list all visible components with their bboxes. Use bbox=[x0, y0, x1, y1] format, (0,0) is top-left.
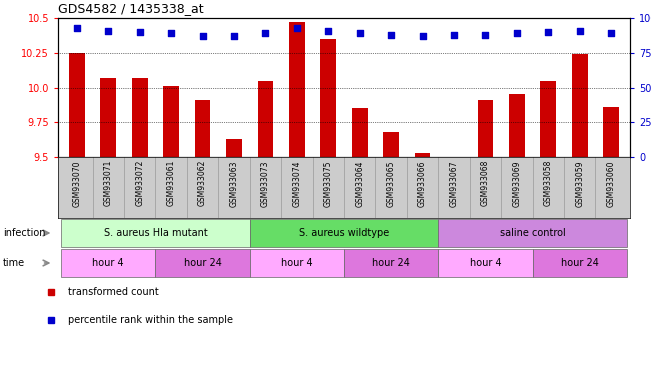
Bar bbox=[250, 218, 438, 247]
Bar bbox=[320, 39, 336, 157]
Point bbox=[543, 29, 553, 35]
Text: S. aureus wildtype: S. aureus wildtype bbox=[299, 228, 389, 238]
Text: GSM933064: GSM933064 bbox=[355, 160, 364, 207]
Point bbox=[292, 25, 302, 31]
Point bbox=[72, 25, 82, 31]
Bar bbox=[156, 248, 250, 277]
Text: GSM933068: GSM933068 bbox=[481, 160, 490, 207]
Text: hour 24: hour 24 bbox=[184, 258, 221, 268]
Text: infection: infection bbox=[3, 228, 46, 238]
Bar bbox=[438, 218, 627, 247]
Point bbox=[323, 27, 333, 33]
Text: GSM933071: GSM933071 bbox=[104, 160, 113, 207]
Text: hour 24: hour 24 bbox=[561, 258, 599, 268]
Point bbox=[135, 29, 145, 35]
Point bbox=[229, 33, 239, 39]
Bar bbox=[446, 157, 462, 158]
Bar bbox=[438, 248, 533, 277]
Text: GSM933070: GSM933070 bbox=[72, 160, 81, 207]
Text: time: time bbox=[3, 258, 25, 268]
Point bbox=[103, 27, 113, 33]
Bar bbox=[478, 100, 493, 157]
Text: hour 4: hour 4 bbox=[469, 258, 501, 268]
Text: transformed count: transformed count bbox=[68, 287, 159, 297]
Text: GSM933069: GSM933069 bbox=[512, 160, 521, 207]
Text: hour 24: hour 24 bbox=[372, 258, 410, 268]
Point bbox=[260, 30, 271, 36]
Bar bbox=[258, 81, 273, 157]
Point bbox=[480, 31, 491, 38]
Point bbox=[166, 30, 176, 36]
Point bbox=[197, 33, 208, 39]
Text: GSM933072: GSM933072 bbox=[135, 160, 145, 207]
Bar bbox=[352, 108, 368, 157]
Text: GSM933073: GSM933073 bbox=[261, 160, 270, 207]
Bar bbox=[383, 132, 399, 157]
Bar bbox=[132, 78, 148, 157]
Text: S. aureus Hla mutant: S. aureus Hla mutant bbox=[104, 228, 207, 238]
Text: GSM933067: GSM933067 bbox=[449, 160, 458, 207]
Text: GSM933058: GSM933058 bbox=[544, 160, 553, 207]
Point bbox=[355, 30, 365, 36]
Point bbox=[512, 30, 522, 36]
Point bbox=[449, 31, 459, 38]
Bar bbox=[344, 248, 438, 277]
Text: GSM933075: GSM933075 bbox=[324, 160, 333, 207]
Text: GSM933060: GSM933060 bbox=[607, 160, 616, 207]
Point bbox=[606, 30, 616, 36]
Bar bbox=[572, 54, 588, 157]
Bar bbox=[250, 248, 344, 277]
Text: saline control: saline control bbox=[500, 228, 566, 238]
Text: GSM933062: GSM933062 bbox=[198, 160, 207, 207]
Text: GSM933074: GSM933074 bbox=[292, 160, 301, 207]
Bar bbox=[163, 86, 179, 157]
Text: hour 4: hour 4 bbox=[281, 258, 312, 268]
Text: GDS4582 / 1435338_at: GDS4582 / 1435338_at bbox=[58, 2, 204, 15]
Text: GSM933059: GSM933059 bbox=[575, 160, 584, 207]
Bar bbox=[195, 100, 210, 157]
Point bbox=[574, 27, 585, 33]
Bar bbox=[61, 248, 156, 277]
Text: hour 4: hour 4 bbox=[92, 258, 124, 268]
Bar bbox=[61, 218, 250, 247]
Bar bbox=[289, 22, 305, 157]
Point bbox=[386, 31, 396, 38]
Text: GSM933063: GSM933063 bbox=[230, 160, 238, 207]
Text: percentile rank within the sample: percentile rank within the sample bbox=[68, 315, 233, 325]
Bar bbox=[226, 139, 242, 157]
Bar bbox=[533, 248, 627, 277]
Bar bbox=[603, 107, 619, 157]
Bar bbox=[69, 53, 85, 157]
Bar bbox=[509, 94, 525, 157]
Text: GSM933061: GSM933061 bbox=[167, 160, 176, 207]
Point bbox=[417, 33, 428, 39]
Bar bbox=[100, 78, 116, 157]
Bar bbox=[415, 153, 430, 157]
Text: GSM933066: GSM933066 bbox=[418, 160, 427, 207]
Text: GSM933065: GSM933065 bbox=[387, 160, 396, 207]
Bar bbox=[540, 81, 556, 157]
